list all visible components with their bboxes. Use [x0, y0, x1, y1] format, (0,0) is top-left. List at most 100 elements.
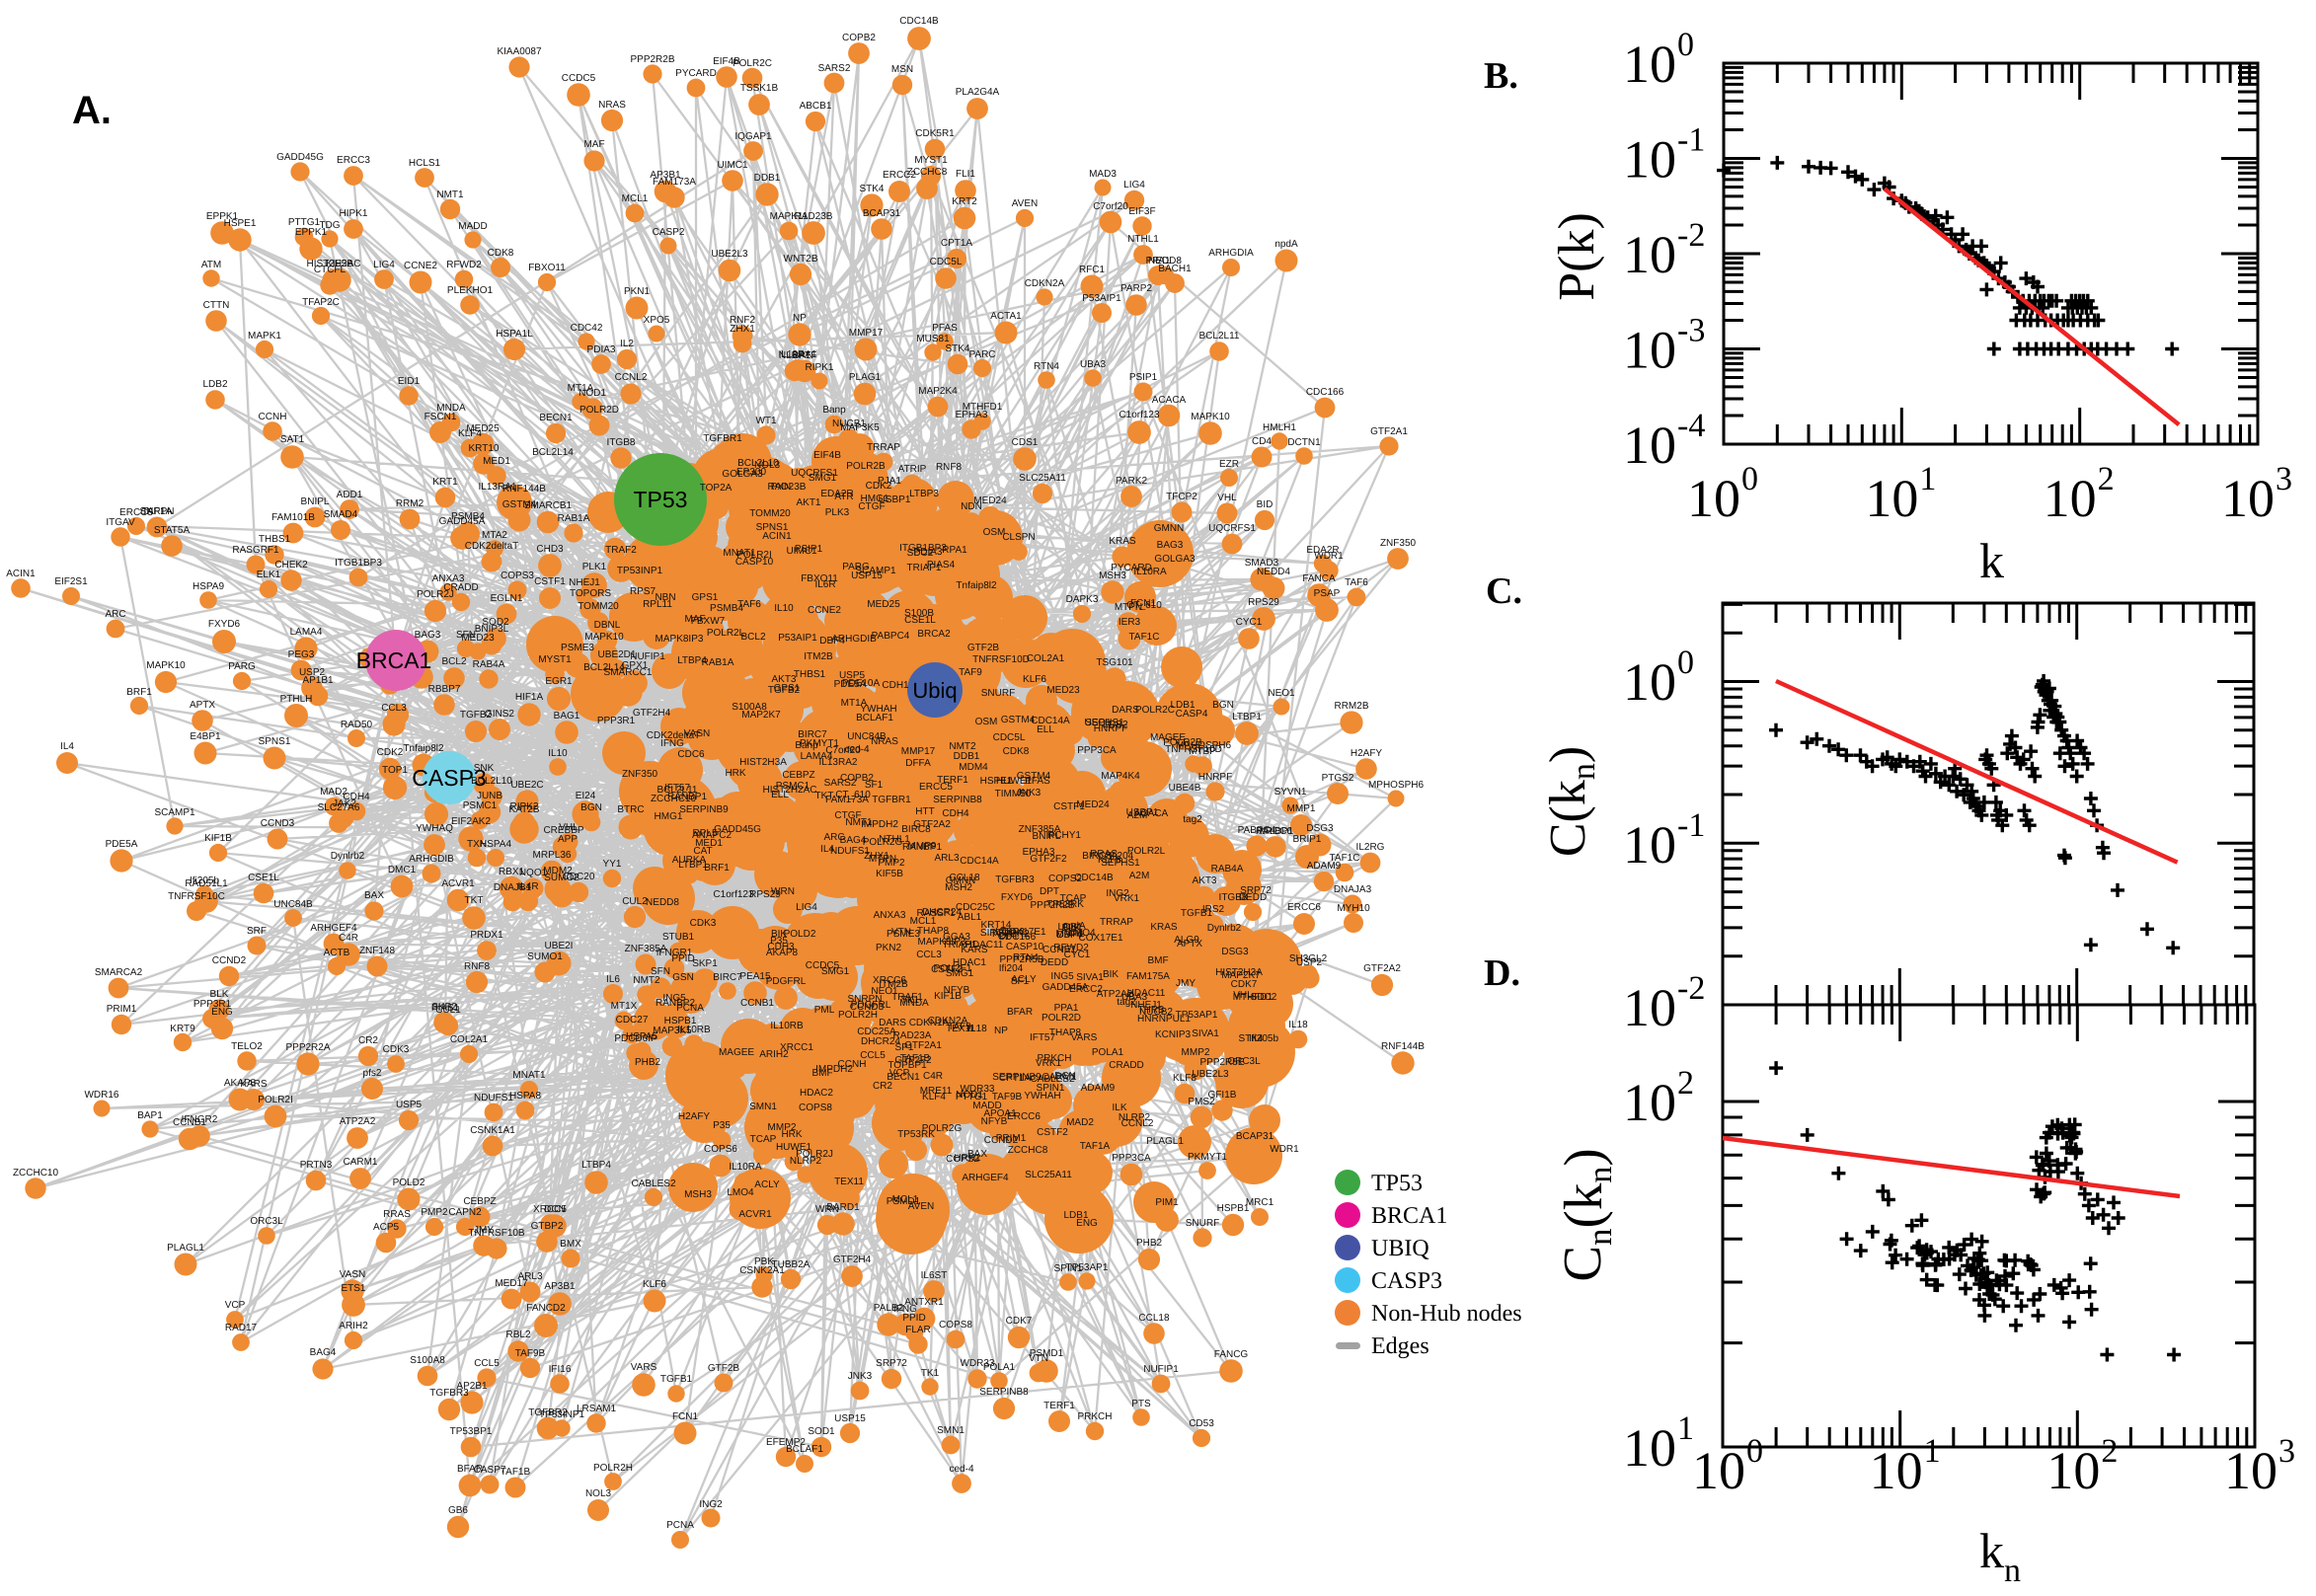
svg-text:STK4: STK4: [1238, 1033, 1263, 1044]
svg-text:CSNK2A1: CSNK2A1: [739, 1265, 785, 1276]
svg-text:Banp: Banp: [795, 740, 818, 751]
svg-text:POLR2B: POLR2B: [1163, 737, 1202, 748]
svg-text:ced-4: ced-4: [844, 744, 869, 755]
svg-text:APTX: APTX: [1177, 939, 1202, 950]
svg-text:HMG1: HMG1: [861, 494, 889, 504]
svg-text:BCL2: BCL2: [441, 656, 466, 667]
svg-text:MT1X: MT1X: [611, 1001, 638, 1012]
svg-text:MDM4: MDM4: [959, 762, 988, 773]
svg-text:E4BP1: E4BP1: [190, 731, 221, 742]
svg-text:CD4: CD4: [1252, 436, 1272, 447]
svg-text:PARK2: PARK2: [1116, 476, 1147, 487]
svg-text:PSMD1: PSMD1: [1030, 1348, 1064, 1359]
svg-text:ARHGDIA: ARHGDIA: [1208, 248, 1254, 259]
svg-text:PLK1: PLK1: [582, 562, 607, 572]
svg-text:NHEJ1: NHEJ1: [1130, 1000, 1162, 1011]
svg-text:ARHGEF4: ARHGEF4: [310, 923, 357, 934]
svg-text:ERCC6: ERCC6: [1287, 902, 1321, 913]
svg-text:CDH4: CDH4: [942, 808, 969, 819]
svg-text:NP: NP: [793, 313, 807, 324]
svg-text:RCHY1: RCHY1: [1047, 830, 1081, 841]
svg-text:DFFA: DFFA: [905, 758, 931, 769]
svg-text:TSG101: TSG101: [1096, 657, 1133, 668]
svg-text:PSMC1: PSMC1: [463, 800, 498, 811]
svg-text:IMPDH2: IMPDH2: [861, 819, 898, 830]
svg-text:TGFBR1: TGFBR1: [703, 433, 742, 444]
svg-text:10: 10: [1623, 1418, 1676, 1478]
svg-text:ANXA3: ANXA3: [874, 910, 906, 921]
svg-text:DCN: DCN: [544, 1204, 566, 1215]
svg-text:PPP2R2B: PPP2R2B: [1030, 900, 1074, 911]
svg-text:TOMM20: TOMM20: [578, 601, 619, 612]
svg-text:POLR2H: POLR2H: [593, 1463, 633, 1474]
svg-text:Ifi204: Ifi204: [1110, 851, 1134, 862]
svg-text:DBF4: DBF4: [1056, 930, 1082, 941]
svg-text:ABCB1: ABCB1: [800, 101, 832, 112]
svg-text:IL10RA: IL10RA: [1133, 567, 1167, 577]
svg-text:0: 0: [1677, 645, 1694, 681]
svg-text:MTA2: MTA2: [482, 530, 507, 541]
svg-text:CCL3: CCL3: [381, 703, 407, 714]
svg-text:FXYD6: FXYD6: [208, 619, 241, 630]
svg-text:MED1: MED1: [483, 456, 510, 467]
svg-text:CSE1L: CSE1L: [248, 873, 279, 883]
svg-text:GINS2: GINS2: [485, 709, 514, 720]
svg-text:CABLES2: CABLES2: [631, 1178, 675, 1189]
svg-text:SF1: SF1: [1011, 976, 1030, 987]
svg-text:MAP2K7: MAP2K7: [1221, 970, 1261, 981]
svg-text:RAB1A: RAB1A: [558, 513, 590, 524]
svg-text:ACVR1: ACVR1: [738, 1209, 772, 1220]
svg-text:C.: C.: [1486, 570, 1522, 612]
svg-text:VASN: VASN: [340, 1269, 366, 1280]
svg-text:STAT5A: STAT5A: [154, 525, 191, 536]
svg-text:PTGS2: PTGS2: [1322, 773, 1354, 784]
svg-text:NOD1: NOD1: [579, 388, 606, 399]
svg-text:UBE2L3: UBE2L3: [711, 249, 748, 260]
svg-text:MTHFD1: MTHFD1: [963, 402, 1003, 413]
svg-text:kn: kn: [1979, 1523, 2021, 1589]
svg-text:PIAS1: PIAS1: [431, 1003, 460, 1014]
svg-text:KRT2: KRT2: [952, 196, 977, 207]
svg-text:10: 10: [1865, 469, 1918, 528]
svg-text:NFYB: NFYB: [944, 985, 970, 996]
svg-text:YWHAH: YWHAH: [1024, 1091, 1060, 1102]
svg-text:-2: -2: [1677, 217, 1705, 254]
svg-text:PPA1: PPA1: [1146, 256, 1171, 266]
svg-text:IL18: IL18: [967, 1024, 987, 1034]
svg-text:PEA15: PEA15: [739, 971, 771, 982]
svg-text:ITM2B: ITM2B: [879, 979, 908, 990]
svg-text:HNRNPUL1: HNRNPUL1: [1137, 1014, 1191, 1025]
svg-text:LIG4: LIG4: [796, 902, 817, 913]
svg-text:CHEK2: CHEK2: [274, 560, 308, 570]
svg-text:GADD45G: GADD45G: [714, 824, 761, 835]
svg-text:KIF5B: KIF5B: [326, 259, 353, 269]
svg-text:IFT57: IFT57: [664, 783, 691, 794]
svg-text:CCNE1: CCNE1: [1042, 945, 1076, 955]
svg-text:HDAC11: HDAC11: [965, 940, 1004, 950]
svg-text:APTX: APTX: [190, 700, 215, 711]
svg-text:GSTM4: GSTM4: [1001, 715, 1036, 725]
svg-text:MAPK10: MAPK10: [146, 660, 186, 671]
svg-text:CCNB1: CCNB1: [740, 998, 774, 1009]
svg-text:KLF8: KLF8: [1098, 855, 1121, 866]
svg-text:SUMO1: SUMO1: [527, 951, 563, 962]
svg-text:PPID: PPID: [902, 1313, 925, 1324]
svg-text:ACTB: ACTB: [324, 948, 350, 958]
svg-text:ILK: ILK: [1112, 1102, 1126, 1113]
svg-text:NFYB: NFYB: [981, 1116, 1008, 1127]
svg-text:IFNG: IFNG: [893, 1304, 917, 1315]
svg-text:AKT3: AKT3: [771, 674, 796, 685]
svg-text:ANAPC2: ANAPC2: [692, 830, 732, 841]
svg-text:MAD2: MAD2: [1066, 1117, 1094, 1128]
svg-text:DBNL: DBNL: [594, 620, 621, 631]
svg-text:BAG3: BAG3: [415, 630, 441, 641]
svg-text:ADAM9: ADAM9: [1081, 1083, 1116, 1094]
svg-text:npdA: npdA: [1062, 921, 1086, 932]
svg-text:NDN: NDN: [961, 501, 982, 512]
svg-text:FANCG: FANCG: [1214, 1349, 1249, 1360]
svg-text:KLF4: KLF4: [458, 428, 482, 439]
svg-text:CDH1: CDH1: [882, 680, 909, 691]
svg-text:Cn(kn): Cn(kn): [1552, 1148, 1619, 1281]
svg-text:PDE10A: PDE10A: [842, 678, 881, 689]
svg-text:0: 0: [1741, 461, 1758, 497]
